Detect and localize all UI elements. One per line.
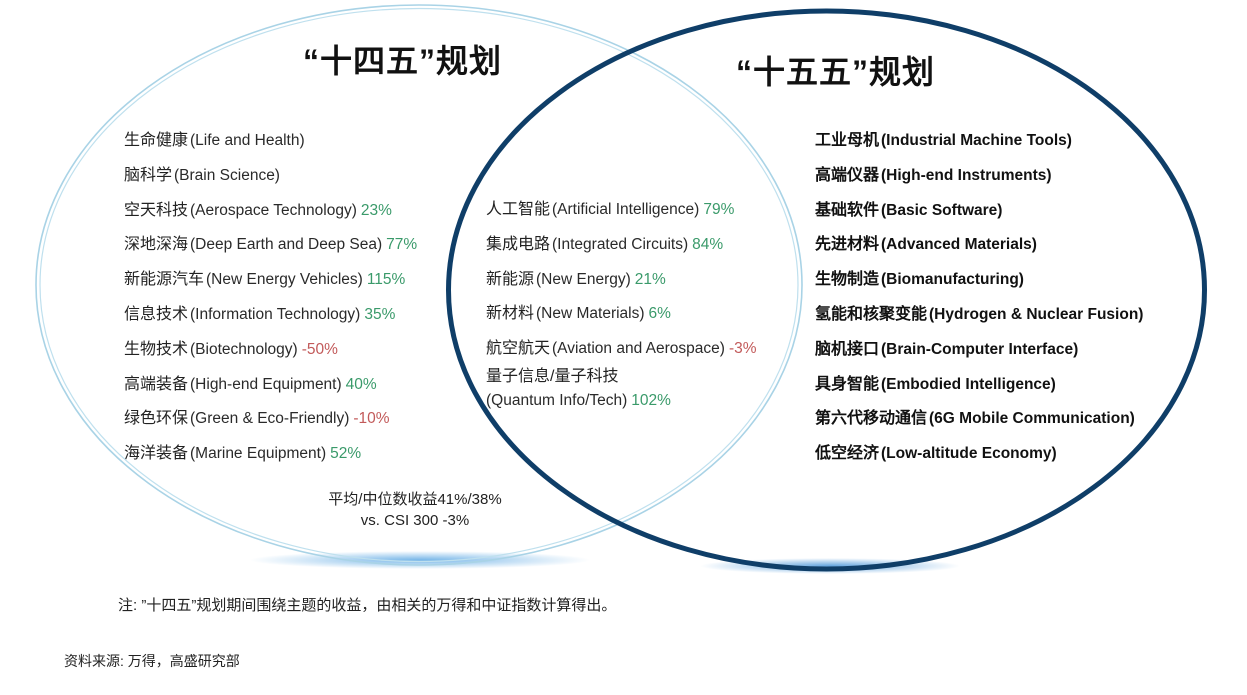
list-item: 新能源 (New Energy) 21% xyxy=(486,270,666,288)
list-item: 低空经济 (Low-altitude Economy) xyxy=(815,445,1057,463)
summary-line-2: vs. CSI 300 -3% xyxy=(360,512,470,529)
list-item: 具身智能 (Embodied Intelligence) xyxy=(815,375,1056,393)
list-item: 第六代移动通信 (6G Mobile Communication) xyxy=(815,410,1135,428)
list-item: 信息技术 (Information Technology) 35% xyxy=(124,305,396,323)
left-circle-inner xyxy=(39,7,799,563)
return-value: -10% xyxy=(353,410,390,428)
list-item: 氢能和核聚变能 (Hydrogen & Nuclear Fusion) xyxy=(815,305,1144,323)
right-title: “十五五”规划 xyxy=(736,54,936,90)
list-item: 生物技术 (Biotechnology) -50% xyxy=(124,340,338,358)
right-circle xyxy=(446,8,1207,572)
return-value: 102% xyxy=(631,392,671,410)
return-value: 21% xyxy=(634,270,666,288)
right-only-list: 工业母机 (Industrial Machine Tools) 高端仪器 (High… xyxy=(815,131,1143,479)
list-item: 海洋装备 (Marine Equipment) 52% xyxy=(124,445,362,463)
list-item: 新能源汽车 (New Energy Vehicles) 115% xyxy=(124,271,406,289)
return-value: 6% xyxy=(648,305,671,323)
list-item: 新材料 (New Materials) 6% xyxy=(486,305,671,323)
list-item: 先进材料 (Advanced Materials) xyxy=(815,236,1037,254)
return-value: 115% xyxy=(366,271,406,289)
return-value: 35% xyxy=(364,305,396,323)
left-circle-outer xyxy=(35,4,803,566)
left-title: “十四五”规划 xyxy=(303,43,503,79)
return-summary: 平均/中位数收益41%/38% vs. CSI 300 -3% xyxy=(290,489,540,531)
list-item: 脑科学 (Brain Science) xyxy=(124,166,280,184)
return-value: 52% xyxy=(330,445,362,463)
list-item: 脑机接口 (Brain-Computer Interface) xyxy=(815,340,1079,358)
list-item: 工业母机 (Industrial Machine Tools) xyxy=(815,132,1072,149)
list-item: 绿色环保 (Green & Eco-Friendly) -10% xyxy=(124,410,390,428)
return-value: -50% xyxy=(301,340,338,358)
left-circle-shadow xyxy=(250,551,590,569)
left-only-list: 生命健康 (Life and Health) 脑科学 (Brain Science)… xyxy=(124,131,417,479)
return-value: 77% xyxy=(386,236,418,254)
list-item: 生物制造 (Biomanufacturing) xyxy=(815,271,1024,289)
return-value: 79% xyxy=(703,201,735,218)
source-line: 资料来源: 万得，高盛研究部 xyxy=(64,653,240,669)
overlap-list: 人工智能 (Artificial Intelligence) 79% 集成电路 (In… xyxy=(486,200,757,415)
footnote: 注: ”十四五”规划期间围绕主题的收益，由相关的万得和中证指数计算得出。 xyxy=(118,597,617,614)
return-value: -3% xyxy=(728,340,757,358)
list-item: 深地深海 (Deep Earth and Deep Sea) 77% xyxy=(124,236,418,254)
list-item: 人工智能 (Artificial Intelligence) 79% xyxy=(486,201,735,218)
summary-line-1: 平均/中位数收益41%/38% xyxy=(328,491,502,508)
return-value: 84% xyxy=(692,235,724,253)
list-item: 量子信息/量子科技 (Quantum Info/Tech) 102% xyxy=(486,368,671,410)
list-item: 集成电路 (Integrated Circuits) 84% xyxy=(486,235,724,253)
list-item: 基础软件 (Basic Software) xyxy=(815,201,1003,219)
list-item: 高端装备 (High-end Equipment) 40% xyxy=(124,375,377,393)
list-item: 空天科技 (Aerospace Technology) 23% xyxy=(124,201,392,219)
list-item: 航空航天 (Aviation and Aerospace) -3% xyxy=(486,340,757,358)
return-value: 40% xyxy=(345,375,377,393)
list-item: 生命健康 (Life and Health) xyxy=(124,132,305,149)
return-value: 23% xyxy=(360,201,392,219)
list-item: 高端仪器 (High-end Instruments) xyxy=(815,166,1052,184)
